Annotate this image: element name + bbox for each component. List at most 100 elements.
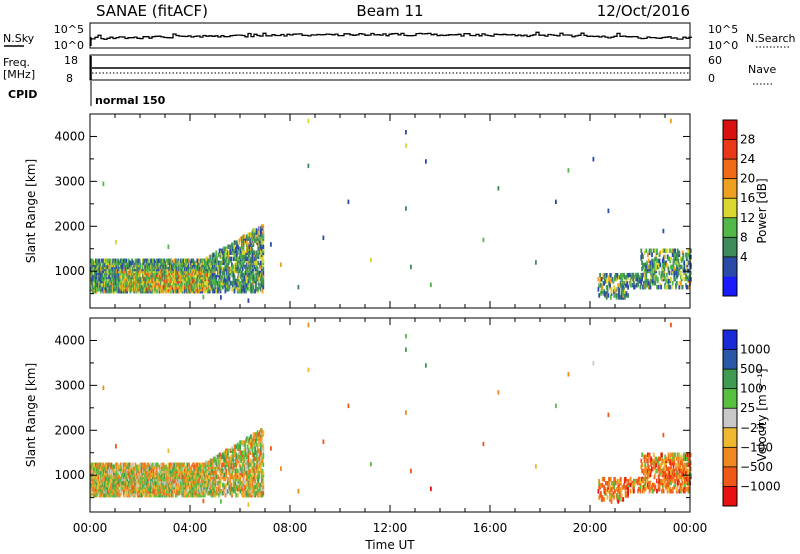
echo-cell	[613, 483, 615, 488]
echo-cell	[680, 284, 683, 290]
echo-cell	[175, 258, 177, 264]
echo-cell	[626, 483, 629, 488]
echo-cell	[685, 274, 688, 280]
echo-cell	[245, 262, 248, 268]
echo-cell	[633, 274, 635, 280]
echo-cell	[262, 470, 265, 476]
echo-cell	[629, 488, 632, 494]
echo-cell	[111, 284, 114, 290]
echo-cell	[228, 284, 231, 290]
echo-cell	[98, 258, 101, 264]
echo-cell	[223, 272, 226, 278]
echo-cell	[621, 273, 624, 278]
echo-cell	[227, 480, 229, 486]
echo-cell	[255, 260, 258, 266]
echo-cell	[233, 256, 236, 262]
echo-cell	[213, 274, 216, 280]
echo-cell	[160, 258, 163, 264]
echo-cell	[229, 248, 232, 253]
echo-cell	[213, 462, 216, 468]
echo-cell	[181, 270, 184, 276]
echo-cell	[689, 270, 692, 276]
echo-cell	[664, 282, 667, 288]
echo-cell	[231, 286, 233, 292]
echo-cell	[661, 276, 663, 282]
echo-cell	[144, 264, 147, 270]
echo-cell	[627, 285, 629, 290]
echo-cell	[228, 276, 231, 282]
echo-cell	[609, 279, 612, 284]
y-tick-label: 4000	[54, 129, 85, 143]
echo-cell	[230, 482, 233, 488]
echo-cell	[642, 280, 645, 286]
echo-cell	[251, 446, 254, 451]
echo-cell	[661, 266, 663, 272]
echo-cell	[90, 258, 92, 264]
echo-cell	[659, 250, 662, 255]
echo-cell	[236, 492, 239, 498]
echo-cell	[241, 260, 243, 266]
echo-cell	[636, 276, 639, 282]
echo-cell	[603, 477, 606, 482]
echo-cell	[125, 258, 128, 264]
echo-cell	[250, 434, 252, 439]
echo-cell	[154, 272, 157, 278]
echo-cell	[99, 262, 101, 268]
echo-cell	[658, 258, 661, 264]
echo-cell	[257, 432, 260, 437]
echo-cell	[643, 250, 646, 255]
echo-cell	[680, 258, 683, 264]
echo-cell	[250, 438, 252, 443]
echo-cell	[222, 260, 225, 266]
echo-cell	[257, 448, 260, 453]
echo-cell	[637, 486, 640, 492]
echo-cell	[108, 264, 110, 270]
echo-cell	[228, 456, 231, 462]
echo-cell	[679, 264, 681, 270]
echo-cell	[228, 460, 231, 466]
echo-cell	[152, 468, 155, 474]
echo-cell	[653, 264, 656, 270]
echo-cell	[410, 264, 412, 270]
echo-cell	[260, 474, 263, 480]
echo-cell	[255, 276, 258, 282]
echo-cell	[647, 284, 650, 290]
echo-cell	[624, 489, 627, 494]
echo-cell	[242, 242, 245, 247]
echo-cell	[251, 276, 254, 282]
echo-cell	[245, 278, 248, 284]
echo-cell	[623, 275, 626, 280]
echo-cell	[609, 477, 612, 482]
echo-cell	[248, 244, 251, 249]
echo-cell	[255, 256, 257, 262]
echo-cell	[144, 492, 147, 498]
echo-cell	[241, 250, 244, 255]
echo-cell	[262, 266, 265, 272]
echo-cell	[307, 163, 310, 169]
echo-cell	[232, 464, 235, 470]
echo-cell	[250, 460, 253, 466]
echo-cell	[497, 186, 500, 191]
echo-cell	[598, 293, 601, 298]
echo-cell	[255, 450, 257, 455]
echo-cell	[96, 478, 99, 484]
echo-cell	[219, 268, 222, 274]
echo-cell	[223, 456, 226, 462]
echo-cell	[262, 270, 265, 276]
echo-cell	[655, 274, 658, 280]
echo-cell	[185, 466, 188, 472]
echo-cell	[227, 250, 230, 255]
echo-cell	[280, 262, 282, 267]
echo-cell	[249, 472, 251, 478]
echo-cell	[222, 488, 225, 494]
echo-cell	[627, 491, 629, 496]
echo-cell	[655, 266, 658, 272]
echo-cell	[243, 288, 246, 294]
echo-cell	[670, 276, 672, 282]
echo-cell	[165, 474, 168, 480]
echo-cell	[262, 462, 265, 468]
echo-cell	[260, 464, 262, 470]
echo-cell	[226, 462, 228, 468]
echo-cell	[592, 156, 595, 162]
echo-cell	[643, 262, 646, 268]
